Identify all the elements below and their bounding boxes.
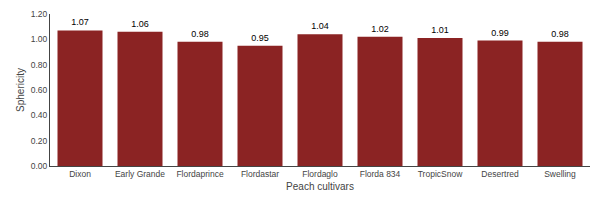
- svg-text:Peach cultivars: Peach cultivars: [286, 181, 354, 192]
- svg-text:Dixon: Dixon: [69, 169, 91, 179]
- svg-text:1.20: 1.20: [31, 9, 48, 19]
- svg-text:0.60: 0.60: [31, 85, 48, 95]
- svg-text:0.98: 0.98: [551, 29, 569, 39]
- svg-text:TropicSnow: TropicSnow: [418, 169, 463, 179]
- svg-text:0.40: 0.40: [31, 110, 48, 120]
- svg-text:Desertred: Desertred: [481, 169, 519, 179]
- svg-text:0.80: 0.80: [31, 60, 48, 70]
- svg-text:0.98: 0.98: [191, 29, 209, 39]
- svg-text:Flordaprince: Flordaprince: [176, 169, 224, 179]
- svg-text:1.02: 1.02: [371, 24, 389, 34]
- svg-text:0.95: 0.95: [251, 33, 269, 43]
- svg-text:Flordaglo: Flordaglo: [302, 169, 338, 179]
- svg-text:Flordastar: Flordastar: [241, 169, 279, 179]
- svg-text:Early Grande: Early Grande: [115, 169, 165, 179]
- svg-text:0.00: 0.00: [31, 161, 48, 171]
- svg-text:1.06: 1.06: [131, 19, 149, 29]
- svg-text:Swelling: Swelling: [544, 169, 576, 179]
- svg-text:1.04: 1.04: [311, 21, 329, 31]
- svg-text:Florda 834: Florda 834: [360, 169, 401, 179]
- svg-text:0.20: 0.20: [31, 136, 48, 146]
- svg-text:Sphericity: Sphericity: [15, 68, 26, 112]
- svg-text:1.00: 1.00: [31, 34, 48, 44]
- svg-text:1.01: 1.01: [431, 25, 449, 35]
- svg-text:1.07: 1.07: [71, 17, 89, 27]
- svg-text:0.99: 0.99: [491, 28, 509, 38]
